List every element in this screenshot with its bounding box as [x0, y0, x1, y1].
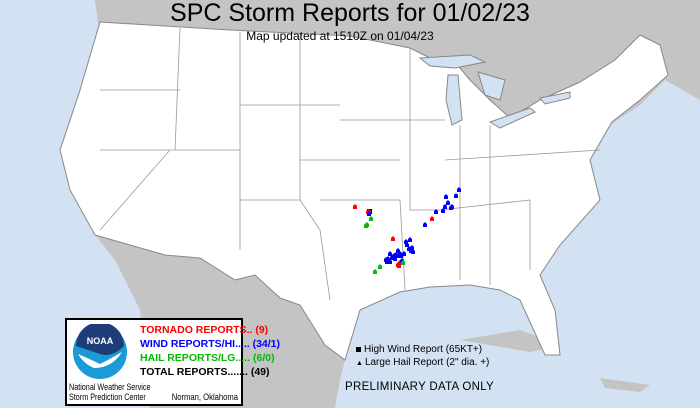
preliminary-notice: PRELIMINARY DATA ONLY: [345, 381, 495, 393]
wind-report-marker: [394, 252, 398, 257]
gulf-atlantic-water: [335, 80, 700, 408]
lake-superior: [418, 54, 487, 69]
wind-report-marker: [405, 242, 409, 247]
us-land: [59, 21, 669, 361]
wind-report-marker: [449, 205, 453, 210]
wind-report-marker: [398, 251, 402, 256]
wind-report-marker: [408, 237, 412, 242]
wind-report-marker: [402, 251, 406, 256]
wind-report-marker: [446, 200, 450, 205]
wind-report-marker: [367, 211, 371, 216]
nws-label: National Weather Service: [69, 382, 151, 392]
lake-ontario: [539, 91, 571, 105]
page-title: SPC Storm Reports for 01/02/23: [170, 0, 530, 27]
wind-report-marker: [443, 204, 447, 209]
large-hail-key: ▲ Large Hail Report (2" dia. +): [356, 357, 489, 370]
hail-reports-count: HAIL REPORTS/LG..... (6/0): [140, 352, 275, 364]
lake-michigan: [445, 74, 463, 126]
high-wind-key-label: High Wind Report (65KT+): [364, 344, 483, 355]
wind-report-marker: [396, 248, 400, 253]
high-wind-key: High Wind Report (65KT+): [356, 344, 482, 356]
wind-report-marker: [388, 251, 392, 256]
large-hail-key-label: Large Hail Report (2" dia. +): [364, 357, 490, 368]
wind-report-marker: [454, 193, 458, 198]
report-markers: [353, 187, 461, 274]
wind-report-marker: [444, 194, 448, 199]
wind-report-marker: [387, 258, 391, 263]
wind-report-marker: [441, 208, 445, 213]
wind-report-marker: [434, 209, 438, 214]
tornado-report-marker: [397, 263, 401, 268]
hail-report-marker: [378, 264, 382, 269]
legend-box: NOAA TORNADO REPORTS.. (9) WIND REPORTS/…: [65, 318, 280, 406]
triangle-icon: ▲: [356, 360, 363, 367]
hail-report-marker: [364, 223, 368, 228]
noaa-logo: NOAA: [73, 324, 127, 379]
lake-huron: [477, 71, 506, 101]
square-icon: [356, 346, 361, 352]
caribbean-islands: [460, 330, 650, 392]
tornado-report-marker: [430, 216, 434, 221]
lake-erie: [488, 107, 536, 129]
wind-report-marker: [457, 187, 461, 192]
hail-report-marker: [401, 260, 405, 265]
map-updated-text: Map updated at 1510Z on 01/04/23: [246, 29, 434, 43]
pacific-ocean: [0, 0, 150, 408]
tornado-report-marker: [391, 236, 395, 241]
wind-report-marker: [393, 256, 397, 261]
wind-report-marker: [423, 222, 427, 227]
hail-report-marker: [373, 269, 377, 274]
state-borders: [99, 27, 601, 301]
total-reports-count: TOTAL REPORTS....... (49): [140, 366, 270, 378]
hail-report-marker: [369, 216, 373, 221]
location-label: Norman, Oklahoma: [171, 392, 238, 402]
wind-report-marker: [411, 249, 415, 254]
tornado-report-marker: [353, 204, 357, 209]
svg-text:NOAA: NOAA: [87, 336, 114, 346]
wind-reports-count: WIND REPORTS/HI..... (34/1): [140, 338, 281, 350]
tornado-reports-count: TORNADO REPORTS.. (9): [140, 324, 269, 336]
spc-label: Storm Prediction Center: [69, 392, 146, 402]
